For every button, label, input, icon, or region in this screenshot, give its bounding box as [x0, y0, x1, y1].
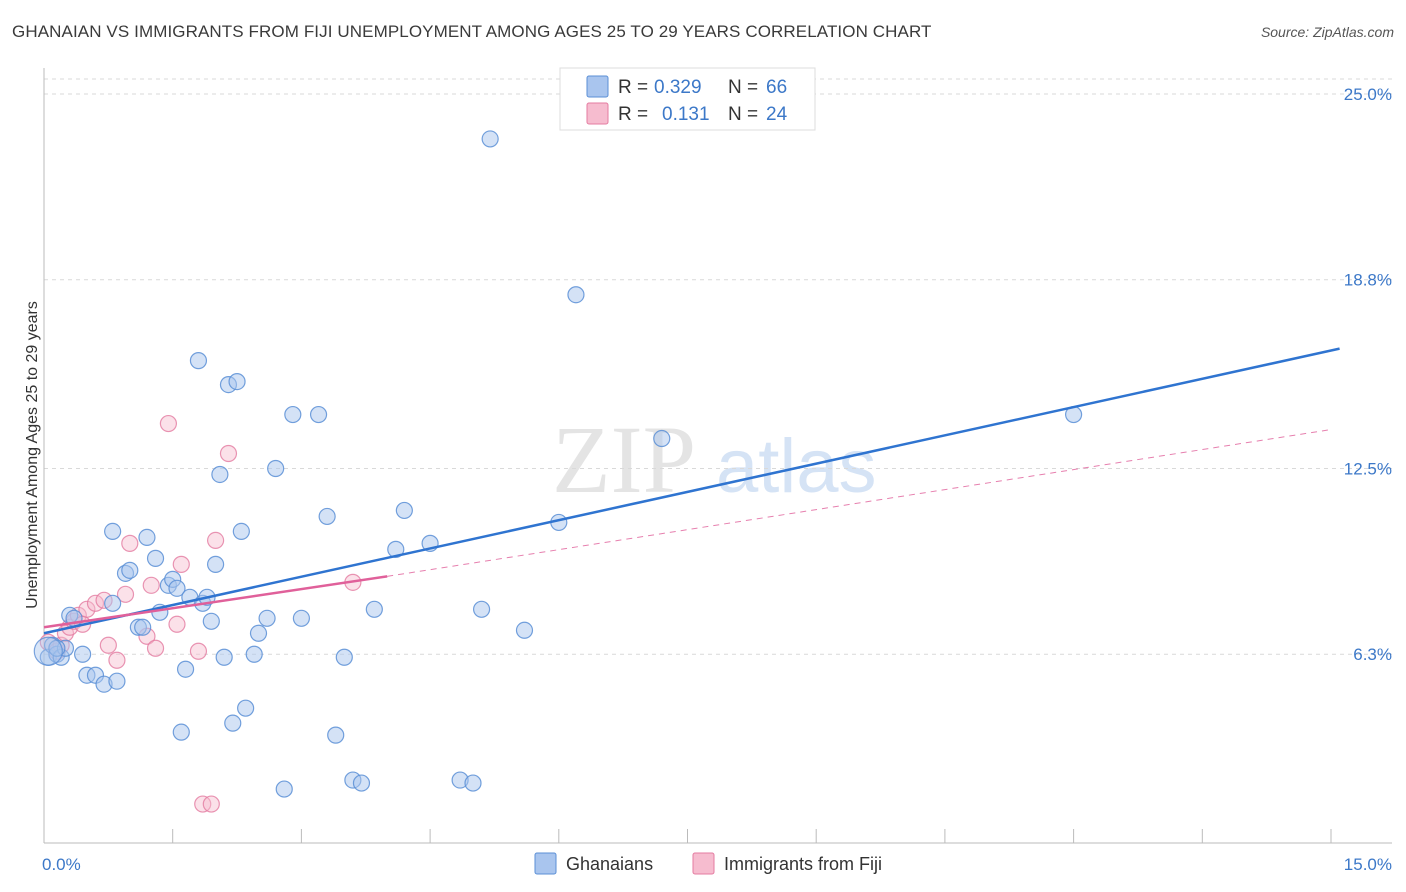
point-ghanaians — [267, 459, 285, 478]
point-ghanaians — [365, 600, 383, 618]
point-ghanaians — [211, 465, 229, 484]
point-ghanaians — [327, 726, 345, 744]
point-ghanaians — [284, 405, 302, 424]
legend-swatch-fiji — [586, 102, 609, 125]
point-ghanaians — [232, 522, 250, 541]
point-ghanaians — [464, 774, 482, 792]
gridlines — [44, 78, 1392, 655]
point-ghanaians — [121, 561, 139, 579]
y-tick-label: 18.8% — [1344, 271, 1392, 290]
trend-line-fiji-extension — [387, 429, 1332, 577]
point-fiji — [108, 651, 126, 669]
point-ghanaians — [481, 130, 499, 148]
point-ghanaians — [108, 672, 126, 690]
point-ghanaians — [168, 579, 186, 597]
point-ghanaians — [387, 540, 405, 558]
y-tick-label: 12.5% — [1344, 459, 1392, 478]
legend-swatch-ghanaians — [586, 75, 609, 98]
point-ghanaians — [104, 594, 122, 612]
point-ghanaians — [258, 609, 276, 627]
legend-n-value-1: 66 — [766, 77, 787, 98]
point-ghanaians — [653, 429, 671, 448]
data-points — [33, 130, 1083, 813]
bottom-legend-swatch-ghanaians — [534, 852, 557, 875]
point-ghanaians — [472, 600, 491, 618]
point-fiji — [219, 444, 238, 463]
point-fiji — [116, 585, 135, 603]
point-ghanaians — [104, 522, 122, 541]
stats-legend: R = 0.329 N = 66 R = 0.131 N = 24 — [559, 67, 816, 131]
source-label: Source: ZipAtlas.com — [1260, 24, 1394, 40]
point-ghanaians — [172, 723, 190, 741]
point-fiji — [78, 600, 96, 618]
point-ghanaians — [189, 352, 208, 370]
point-ghanaians — [309, 405, 328, 424]
axes — [43, 68, 1392, 844]
point-ghanaians — [395, 501, 413, 520]
point-ghanaians — [352, 774, 371, 792]
point-fiji — [172, 555, 190, 573]
point-ghanaians — [249, 624, 268, 642]
point-ghanaians — [202, 612, 220, 630]
point-ghanaians — [292, 609, 310, 627]
y-axis-title: Unemployment Among Ages 25 to 29 years — [24, 301, 41, 609]
x-tick-label: 0.0% — [42, 855, 81, 874]
point-ghanaians — [134, 618, 152, 636]
point-ghanaians — [176, 660, 195, 678]
x-tick-label: 15.0% — [1344, 855, 1392, 874]
trend-line-fiji — [43, 575, 388, 629]
series-legend: Ghanaians Immigrants from Fiji — [534, 852, 882, 875]
bottom-legend-swatch-fiji — [692, 852, 715, 875]
tick-labels: 6.3% 12.5% 18.8% 25.0% 0.0% 15.0% — [42, 85, 1392, 874]
trend-lines — [387, 429, 1332, 577]
point-ghanaians — [515, 621, 534, 639]
legend-r-value-2: 0.131 — [662, 104, 710, 125]
legend-n-value-2: 24 — [766, 104, 788, 125]
chart-title: GHANAIAN VS IMMIGRANTS FROM FIJI UNEMPLO… — [12, 22, 932, 41]
watermark-zip: ZIP — [552, 406, 696, 513]
point-fiji — [142, 576, 160, 594]
point-ghanaians — [245, 645, 263, 663]
watermark-atlas: atlas — [716, 424, 877, 509]
point-ghanaians — [275, 780, 293, 798]
point-fiji — [99, 636, 117, 654]
legend-r-value-1: 0.329 — [654, 77, 702, 98]
bottom-legend-fiji: Immigrants from Fiji — [724, 854, 882, 874]
legend-r-label-1: R = — [618, 77, 648, 98]
point-ghanaians — [318, 507, 336, 526]
point-ghanaians — [138, 528, 156, 546]
point-ghanaians — [567, 286, 585, 304]
point-fiji — [146, 639, 165, 657]
bottom-legend-ghanaians: Ghanaians — [566, 854, 653, 874]
legend-n-label-1: N = — [728, 77, 758, 98]
point-ghanaians — [74, 645, 92, 663]
point-ghanaians — [146, 549, 165, 567]
legend-n-label-2: N = — [728, 104, 758, 125]
point-ghanaians-cluster — [33, 636, 63, 666]
trend-line-ghanaians — [43, 347, 1340, 635]
point-fiji — [189, 642, 208, 660]
point-fiji — [207, 531, 225, 549]
y-tick-label: 6.3% — [1353, 645, 1392, 664]
point-ghanaians — [237, 699, 255, 717]
y-tick-label: 25.0% — [1344, 85, 1392, 104]
legend-r-label-2: R = — [618, 104, 648, 125]
point-fiji — [121, 534, 139, 552]
point-fiji — [168, 615, 186, 633]
point-ghanaians — [215, 648, 233, 666]
point-ghanaians — [335, 648, 353, 666]
point-ghanaians — [228, 373, 246, 391]
point-fiji — [159, 414, 178, 433]
point-ghanaians — [224, 714, 242, 732]
point-fiji — [202, 795, 220, 813]
point-ghanaians — [207, 555, 225, 573]
